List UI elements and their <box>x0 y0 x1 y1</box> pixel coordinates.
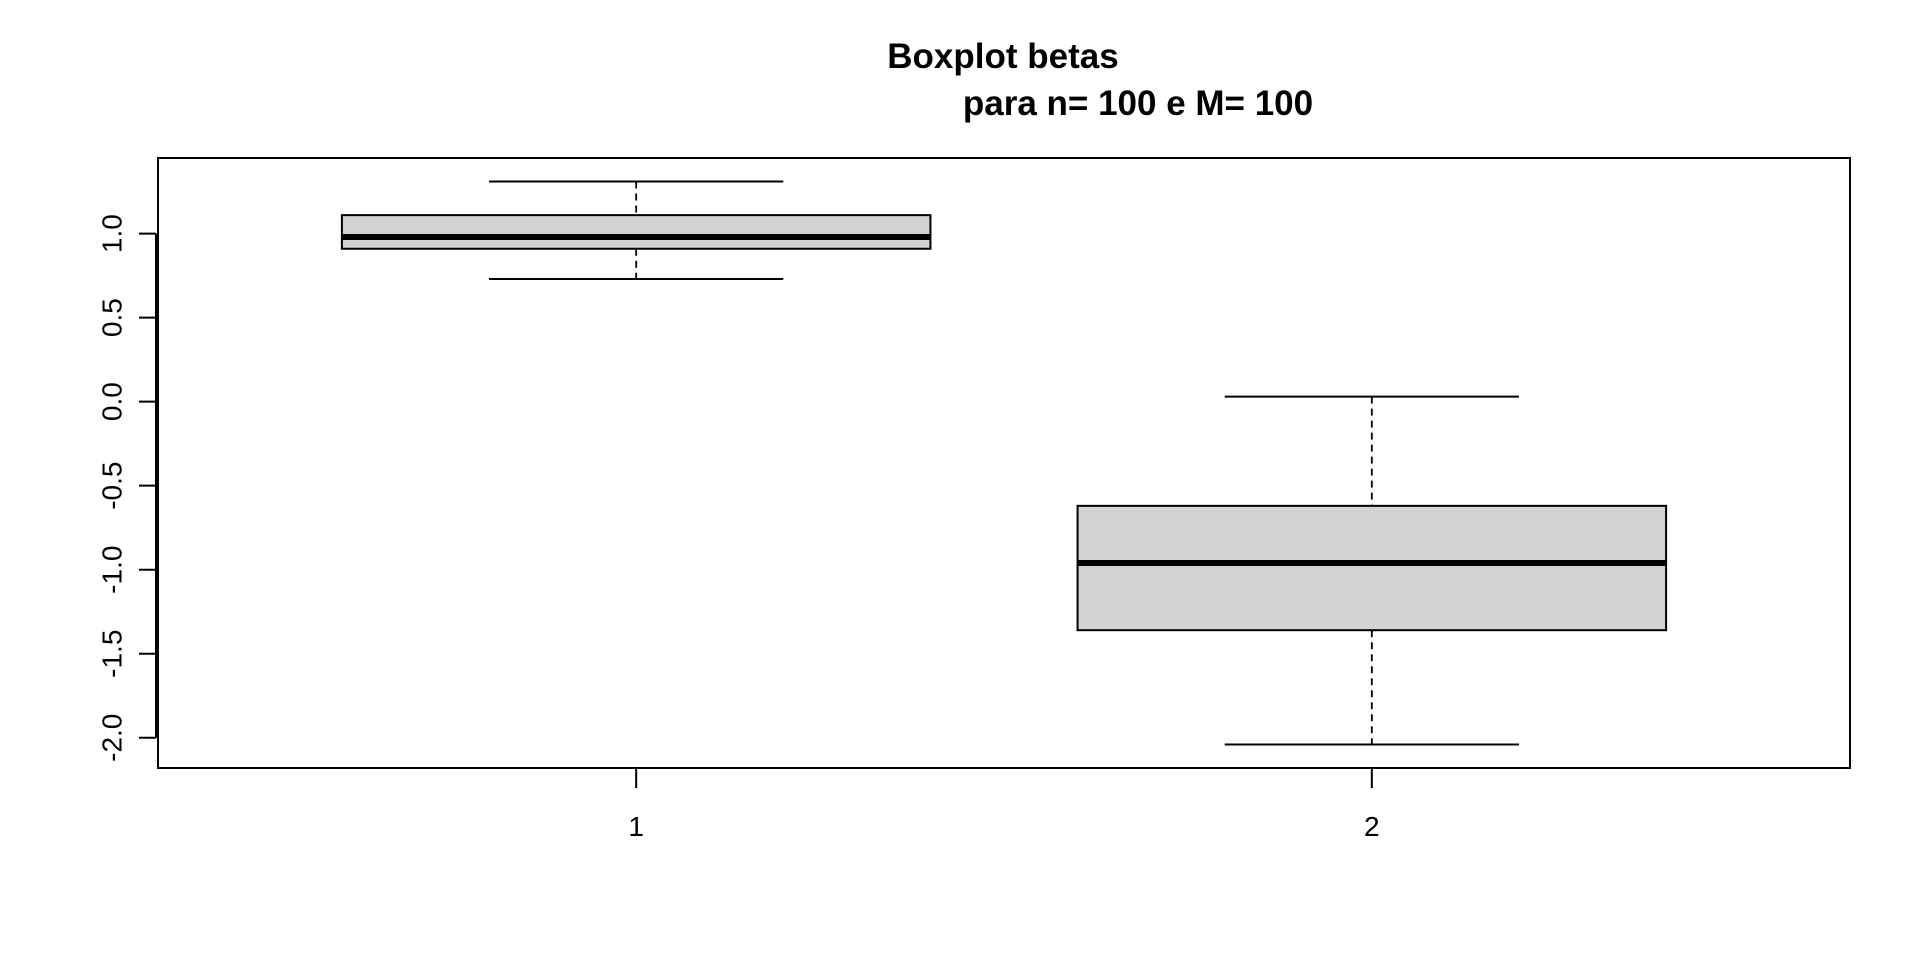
y-tick-label: 1.0 <box>97 214 128 253</box>
plot-area: -2.0 -1.5 -1.0 -0.5 0.0 0.5 1.0 1 2 <box>97 157 1851 842</box>
x-tick-label: 2 <box>1364 811 1380 842</box>
y-tick-label: 0.0 <box>97 382 128 421</box>
chart-subtitle: para n= 100 e M= 100 <box>963 84 1313 123</box>
chart-title: Boxplot betas <box>887 37 1118 76</box>
box-iqr <box>1076 504 1668 632</box>
y-tick-label: -1.0 <box>97 546 128 594</box>
y-tick-label: -0.5 <box>97 462 128 510</box>
box-iqr <box>340 214 932 250</box>
y-tick-label: -2.0 <box>97 714 128 762</box>
y-tick-label: 0.5 <box>97 298 128 337</box>
y-tick-label: -1.5 <box>97 630 128 678</box>
x-tick-label: 1 <box>628 811 644 842</box>
